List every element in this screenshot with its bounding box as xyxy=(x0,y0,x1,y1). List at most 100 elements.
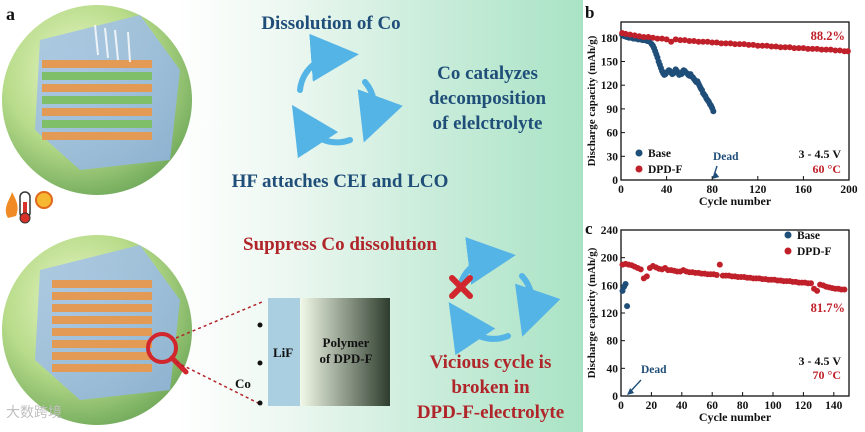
y-tick-label: 180 xyxy=(601,33,619,45)
y-tick-label: 150 xyxy=(601,57,619,69)
data-point-dpd-f xyxy=(814,287,821,294)
data-point-dpd-f xyxy=(754,42,761,49)
voltage-label: 3 - 4.5 V xyxy=(799,147,842,161)
data-point-dpd-f xyxy=(663,36,670,43)
data-point-dpd-f xyxy=(732,41,738,48)
data-point-dpd-f xyxy=(713,271,720,278)
x-tick-label: 60 xyxy=(706,400,718,412)
data-point-dpd-f xyxy=(759,42,766,49)
data-point-dpd-f xyxy=(827,46,834,53)
dead-label: Dead xyxy=(713,151,739,163)
x-tick-label: 200 xyxy=(840,184,858,196)
plot-frame xyxy=(620,21,850,181)
temperature-label: 60 °C xyxy=(813,162,841,176)
layered-crystal-bottom xyxy=(52,280,152,372)
data-point-dpd-f xyxy=(750,41,757,48)
panel-a-label: a xyxy=(6,4,15,24)
zoom-lines xyxy=(175,301,263,406)
legend-label: DPD-F xyxy=(648,164,683,176)
data-point-dpd-f xyxy=(686,37,693,44)
data-point-dpd-f xyxy=(736,41,743,48)
dead-arrow-head xyxy=(712,172,720,179)
data-point-base xyxy=(622,280,629,287)
data-point-dpd-f xyxy=(672,36,679,43)
voltage-label: 3 - 4.5 V xyxy=(799,354,842,368)
legend-marker xyxy=(635,149,643,157)
data-point-dpd-f xyxy=(773,43,780,50)
y-tick-label: 240 xyxy=(601,225,619,237)
legend-label: Base xyxy=(648,148,671,160)
co-dot xyxy=(257,360,263,366)
data-point-dpd-f xyxy=(818,46,825,53)
chart-b: b 0 40 80 120 160 200 0 30 60 90 120 150 180 Cycle num… xyxy=(585,3,858,208)
y-tick-label: 60 xyxy=(607,128,619,140)
x-axis-label: Cycle number xyxy=(699,194,772,208)
data-point-dpd-f xyxy=(645,34,652,41)
data-point-dpd-f xyxy=(836,47,843,54)
data-point-dpd-f xyxy=(814,45,821,52)
text-dissolution: Dissolution of Co xyxy=(261,13,401,34)
data-point-dpd-f xyxy=(768,43,775,50)
data-point-base xyxy=(710,108,717,115)
data-point-dpd-f xyxy=(713,39,720,46)
co-label: Co xyxy=(235,376,251,391)
retention-label: 88.2% xyxy=(811,29,845,43)
text-suppress: Suppress Co dissolution xyxy=(243,234,437,255)
co-dot xyxy=(257,322,263,328)
data-point-dpd-f xyxy=(786,44,793,51)
cycle-arrows-bottom xyxy=(448,237,561,356)
data-point-dpd-f xyxy=(777,44,784,51)
data-point-dpd-f xyxy=(636,33,643,40)
legend-label: Base xyxy=(797,230,820,242)
x-tick-label: 100 xyxy=(764,400,782,412)
data-point-dpd-f xyxy=(631,32,638,39)
x-tick-label: 20 xyxy=(646,400,658,412)
text-vicious-line1: Vicious cycle is xyxy=(429,352,552,373)
data-point-dpd-f xyxy=(681,37,688,44)
magnifier-icon xyxy=(146,332,189,375)
x-tick-label: 80 xyxy=(737,400,749,412)
y-tick-label: 0 xyxy=(612,175,618,187)
data-point-dpd-f xyxy=(727,40,734,47)
x-tick-label: 40 xyxy=(661,184,673,196)
polymer-label-line1: Polymer xyxy=(322,335,370,350)
data-point-dpd-f xyxy=(763,42,770,49)
lif-label: LiF xyxy=(273,345,294,360)
y-tick-label: 30 xyxy=(607,151,619,163)
x-tick-label: 160 xyxy=(795,184,813,196)
data-point-dpd-f xyxy=(700,38,707,45)
data-point-dpd-f xyxy=(741,41,748,48)
data-point-dpd-f xyxy=(695,38,702,45)
thermometer-fire-icon xyxy=(5,191,53,224)
legend-marker xyxy=(784,231,792,239)
data-point-dpd-f xyxy=(659,35,666,42)
text-vicious-line2: broken in xyxy=(451,377,530,398)
data-point-dpd-f xyxy=(649,34,656,41)
watermark: 大数跨境 xyxy=(6,405,62,421)
cross-icon xyxy=(449,275,473,299)
x-tick-label: 80 xyxy=(706,184,718,196)
data-point-dpd-f xyxy=(640,34,647,41)
data-point-dpd-f xyxy=(668,38,675,45)
data-point-dpd-f xyxy=(804,45,811,52)
data-point-dpd-f xyxy=(643,273,650,280)
text-hf-attaches: HF attaches CEI and LCO xyxy=(231,171,449,192)
top-particle-sphere xyxy=(2,5,192,195)
x-axis-label: Cycle number xyxy=(699,410,772,424)
data-point-dpd-f xyxy=(823,46,830,53)
text-catalyzes-line3: of elelctrolyte xyxy=(432,113,543,134)
legend-marker xyxy=(635,165,643,173)
y-axis-label: Discharge capacity (mAh/g) xyxy=(586,35,598,166)
temperature-label: 70 °C xyxy=(813,368,841,382)
legend-label: DPD-F xyxy=(797,246,832,258)
data-point-dpd-f xyxy=(832,47,839,54)
panel-label: b xyxy=(585,3,594,22)
y-axis-label: Discharge capacity (mAh/g) xyxy=(586,247,598,378)
data-point-dpd-f xyxy=(745,41,752,48)
data-point-dpd-f xyxy=(722,40,729,47)
data-point-dpd-f xyxy=(716,261,723,268)
data-point-dpd-f xyxy=(808,280,814,287)
data-point-dpd-f xyxy=(791,45,798,52)
data-point-dpd-f xyxy=(844,48,851,55)
data-point-dpd-f xyxy=(841,286,848,293)
